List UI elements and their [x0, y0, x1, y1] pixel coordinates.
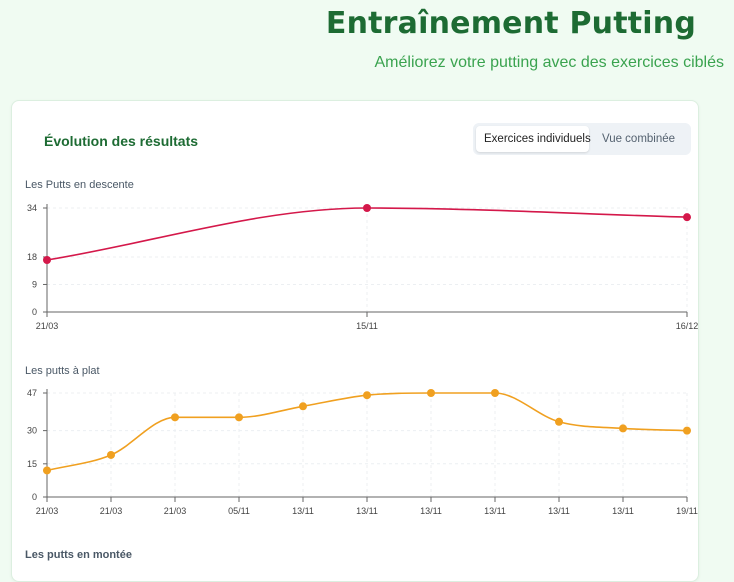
y-tick-label: 15	[27, 459, 37, 469]
data-point	[427, 389, 435, 397]
data-point	[363, 204, 371, 212]
data-point	[363, 391, 371, 400]
x-tick-label: 13/11	[612, 506, 634, 516]
data-point	[619, 424, 627, 433]
y-tick-label: 47	[27, 388, 37, 398]
x-tick-label: 21/03	[164, 506, 187, 516]
x-tick-label: 13/11	[548, 506, 570, 516]
y-tick-label: 34	[27, 203, 37, 213]
page-subtitle: Améliorez votre putting avec des exercic…	[374, 54, 725, 71]
y-tick-label: 18	[27, 252, 37, 262]
view-toggle: Exercices individuels Vue combinée	[473, 123, 691, 155]
data-point	[43, 466, 51, 475]
y-tick-label: 0	[32, 307, 37, 317]
chart-title-descente: Les Putts en descente	[25, 179, 134, 191]
x-tick-label: 13/11	[420, 506, 442, 516]
data-point	[43, 256, 51, 264]
data-point	[299, 402, 307, 411]
chart-grid	[47, 392, 688, 497]
results-card: Évolution des résultats Exercices indivi…	[11, 100, 699, 582]
x-tick-label: 21/03	[36, 321, 59, 331]
data-point	[683, 426, 691, 435]
y-tick-label: 0	[32, 492, 37, 502]
data-point	[171, 413, 179, 422]
combined-view-tab[interactable]: Vue combinée	[601, 133, 676, 145]
y-tick-label: 9	[32, 279, 37, 289]
data-point	[555, 417, 563, 426]
individual-exercises-tab[interactable]: Exercices individuels	[476, 126, 591, 152]
data-point	[235, 413, 243, 422]
data-point	[491, 389, 499, 397]
y-tick-label: 30	[27, 426, 37, 436]
x-tick-label: 15/11	[356, 321, 378, 331]
page-title: Entraînement Putting	[325, 6, 696, 41]
chart-title-montee: Les putts en montée	[25, 549, 132, 561]
data-point	[107, 450, 115, 459]
chart-plat: 0 15 30 47 21/03 21/03 21/03 05/11 13/11 13/11 13/…	[27, 388, 698, 516]
chart-descente: 0 9 18 34 21/03 15/11 16/12	[27, 203, 699, 331]
x-tick-label: 13/11	[484, 506, 506, 516]
chart-title-plat: Les putts à plat	[25, 365, 100, 377]
data-point	[683, 213, 691, 222]
chart-grid	[47, 207, 688, 312]
x-tick-label: 13/11	[356, 506, 378, 516]
x-tick-label: 21/03	[36, 506, 59, 516]
x-tick-label: 21/03	[100, 506, 123, 516]
x-tick-label: 05/11	[228, 506, 250, 516]
card-title: Évolution des résultats	[44, 133, 199, 149]
x-tick-label: 16/12	[676, 321, 699, 331]
x-tick-label: 13/11	[292, 506, 314, 516]
x-tick-label: 19/11	[676, 506, 698, 516]
